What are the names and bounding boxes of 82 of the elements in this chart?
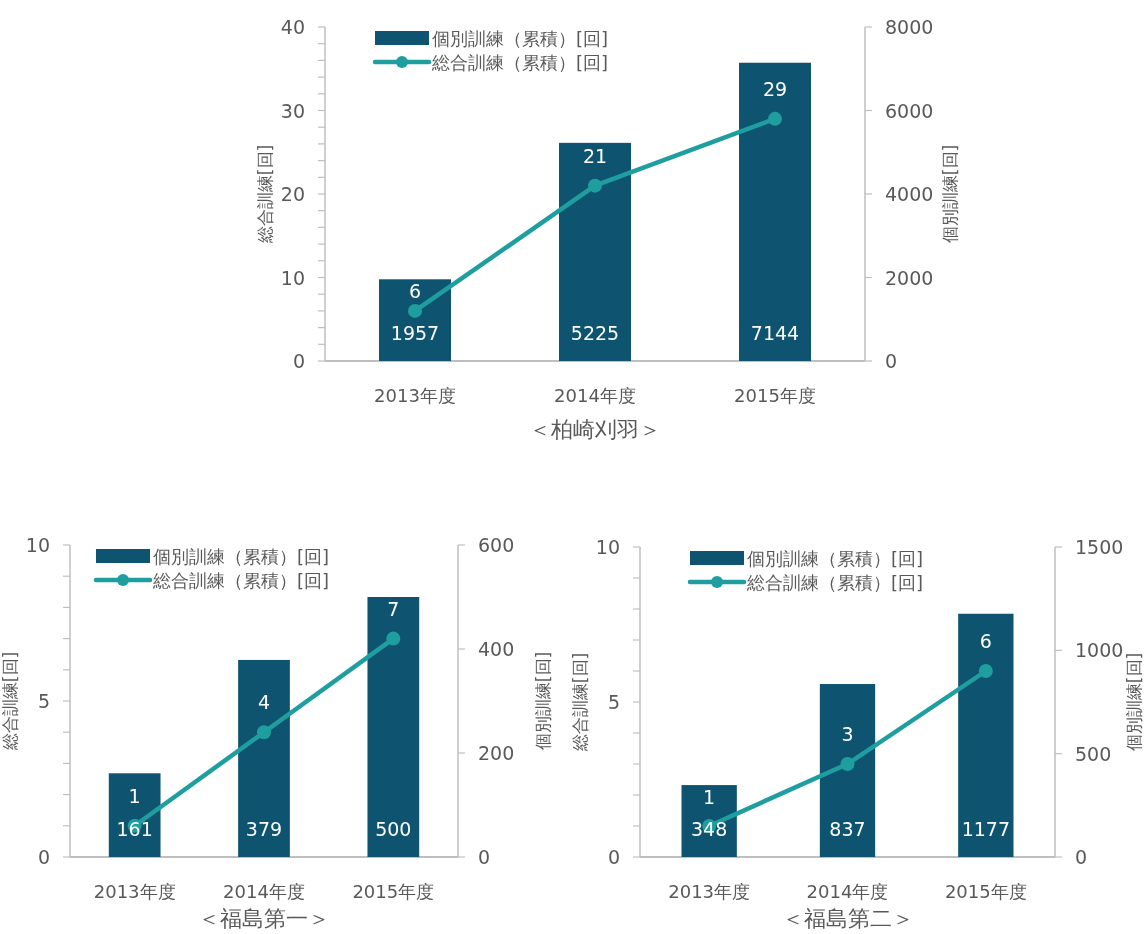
x-tick-label: 2013年度: [93, 880, 176, 902]
x-tick-label: 2015年度: [734, 384, 816, 406]
data-label: 7: [387, 597, 400, 620]
y-tick-label: 10: [595, 536, 620, 558]
legend-label: 総合訓練（累積）[回]: [431, 51, 609, 73]
y-axis-title: 総合訓練[回]: [0, 651, 20, 752]
y2-tick-label: 8000: [885, 16, 934, 38]
y2-tick-label: 600: [478, 534, 515, 556]
x-tick-label: 2013年度: [668, 880, 751, 902]
data-label: 3: [841, 723, 854, 745]
data-label: 1: [703, 786, 716, 809]
bar: [379, 279, 451, 361]
data-label: 5225: [570, 322, 620, 344]
data-label: 29: [762, 77, 788, 100]
x-axis-title: ＜福島第二＞: [781, 905, 914, 931]
point: [257, 725, 271, 740]
y-tick-label: 40: [280, 16, 305, 38]
y2-axis-title: 個別訓練[回]: [1124, 652, 1144, 752]
bar: [108, 773, 161, 857]
legend-label: 個別訓練（累積）[回]: [747, 547, 924, 569]
x-axis-title: ＜柏崎刈羽＞: [529, 416, 661, 442]
y-tick-label: 0: [607, 846, 620, 868]
data-label: 500: [375, 818, 412, 840]
data-label: 1: [128, 784, 141, 807]
point: [978, 664, 993, 678]
legend-label: 総合訓練（累積）[回]: [746, 571, 924, 593]
y2-tick-label: 2000: [885, 266, 934, 289]
y2-tick-label: 6000: [885, 99, 934, 122]
y-axis-title: 総合訓練[回]: [570, 652, 590, 753]
y2-tick-label: 4000: [885, 183, 934, 205]
bar: [819, 684, 876, 857]
point: [408, 303, 422, 318]
bar: [681, 785, 737, 857]
y-tick-label: 10: [280, 266, 305, 289]
y-tick-label: 30: [280, 99, 305, 122]
data-label: 1957: [390, 322, 440, 344]
data-label: 21: [582, 144, 608, 167]
data-label: 6: [408, 280, 422, 303]
y2-tick-label: 0: [478, 846, 491, 868]
x-tick-label: 2015年度: [352, 880, 435, 902]
y-tick-label: 5: [607, 691, 620, 713]
y-tick-label: 20: [280, 183, 305, 205]
y-axis-title: 総合訓練[回]: [255, 144, 275, 245]
data-label: 7144: [750, 322, 800, 344]
y2-tick-label: 200: [478, 742, 515, 764]
data-label: 1177: [961, 818, 1011, 840]
point: [768, 111, 782, 126]
y2-tick-label: 1000: [1075, 639, 1124, 662]
y-tick-label: 0: [292, 350, 305, 372]
data-label: 837: [829, 818, 866, 840]
y2-tick-label: 500: [1075, 742, 1112, 765]
bar: [739, 62, 811, 361]
data-label: 6: [979, 630, 992, 652]
point: [588, 178, 602, 193]
bar: [238, 659, 290, 857]
y-tick-label: 10: [25, 534, 50, 556]
y2-tick-label: 400: [478, 638, 515, 660]
y2-axis-title: 個別訓練[回]: [940, 144, 960, 244]
x-tick-label: 2013年度: [374, 384, 456, 406]
point: [840, 757, 855, 771]
data-label: 4: [257, 691, 271, 714]
legend-label: 総合訓練（累積）[回]: [152, 569, 330, 591]
data-label: 161: [116, 818, 153, 840]
y2-tick-label: 0: [885, 350, 898, 372]
point: [386, 631, 401, 646]
data-label: 348: [691, 818, 728, 840]
bar: [559, 142, 631, 361]
legend-label: 個別訓練（累積）[回]: [153, 545, 330, 567]
x-tick-label: 2014年度: [806, 880, 889, 902]
y2-tick-label: 1500: [1075, 536, 1124, 558]
x-axis-title: ＜福島第一＞: [198, 905, 330, 931]
y-tick-label: 0: [37, 846, 50, 868]
bar: [367, 597, 420, 857]
y2-tick-label: 0: [1075, 846, 1088, 868]
data-label: 379: [245, 818, 283, 840]
y2-axis-title: 個別訓練[回]: [533, 651, 553, 751]
x-tick-label: 2014年度: [223, 880, 305, 902]
x-tick-label: 2014年度: [554, 384, 636, 406]
x-tick-label: 2015年度: [944, 880, 1027, 902]
y-tick-label: 5: [37, 690, 50, 712]
bar: [958, 613, 1014, 857]
legend-label: 個別訓練（累積）[回]: [432, 27, 609, 49]
